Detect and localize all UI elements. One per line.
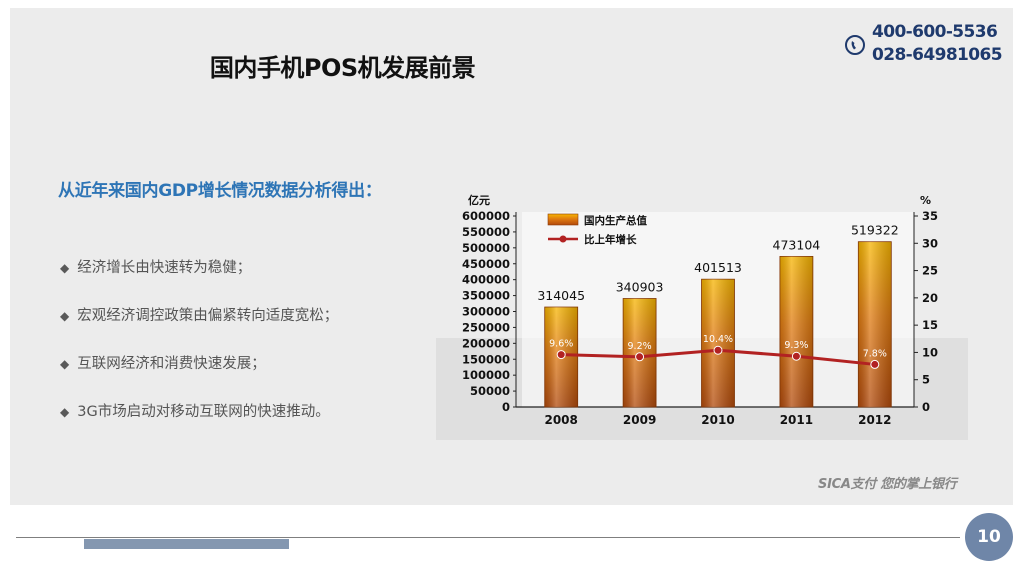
growth-label: 9.2% [628,341,652,352]
gdp-chart: 亿元 600000 550000 500000 450000 400000 350000 30… [436,188,968,440]
contact-phones: 400-600-5536 028-64981065 [844,20,1004,70]
x-tick-label: 2010 [701,413,734,427]
diamond-bullet-icon: ◆ [60,405,70,419]
y-tick-label: 300000 [462,305,510,319]
growth-point [713,345,723,355]
gdp-chart-svg: 亿元60000055000050000045000040000035000030… [436,193,968,440]
y-tick-label: 450000 [462,257,510,271]
y-tick-label: 500000 [462,241,510,255]
bar-value-label: 314045 [537,288,585,303]
y2-tick-label: 15 [922,318,938,332]
bullet-list: ◆ 经济增长由快速转为稳健； ◆ 宏观经济调控政策由偏紧转向适度宽松； ◆ 互联网经济… [60,258,420,450]
y-tick-label: 0 [502,400,510,414]
bar-value-label: 473104 [773,237,821,252]
y2-tick-label: 0 [922,400,930,414]
growth-label: 7.8% [863,348,887,359]
bar-value-label: 401513 [694,260,742,275]
phone-number-1: 400-600-5536 [872,22,998,42]
bar-shine-2012 [858,241,892,407]
y-tick-label: 50000 [470,384,510,398]
growth-point [791,351,801,361]
bullet-item: ◆ 宏观经济调控政策由偏紧转向适度宽松； [60,306,420,354]
bullet-text: 互联网经济和消费快速发展； [77,356,266,372]
y2-axis-label: % [920,194,931,207]
legend-line-label: 比上年增长 [584,233,637,246]
y-tick-label: 100000 [462,368,510,382]
y2-tick-label: 10 [922,345,938,359]
legend-line-marker [559,235,567,243]
growth-point [870,359,880,369]
y2-tick-label: 25 [922,264,938,278]
growth-point [635,352,645,362]
bullet-item: ◆ 3G市场启动对移动互联网的快速推动。 [60,402,420,450]
bullet-item: ◆ 互联网经济和消费快速发展； [60,354,420,402]
y2-tick-label: 30 [922,236,938,250]
growth-label: 10.4% [703,334,733,345]
phone-number-2: 028-64981065 [872,45,1003,65]
bar-shine-2010 [701,279,735,407]
footer-divider [16,537,960,538]
y-tick-label: 600000 [462,209,510,223]
y2-tick-label: 35 [922,209,938,223]
y2-tick-label: 5 [922,373,930,387]
y-tick-label: 400000 [462,273,510,287]
y-tick-label: 250000 [462,320,510,334]
legend-bar-swatch [547,213,579,226]
y-tick-label: 200000 [462,336,510,350]
x-tick-label: 2008 [544,413,577,427]
x-tick-label: 2012 [858,413,891,427]
bullet-text: 3G市场启动对移动互联网的快速推动。 [77,404,330,420]
growth-label: 9.3% [784,340,808,351]
growth-point [556,350,566,360]
bullet-item: ◆ 经济增长由快速转为稳健； [60,258,420,306]
bar-value-label: 340903 [616,279,664,294]
bar-value-label: 519322 [851,223,899,238]
x-tick-label: 2011 [780,413,813,427]
y-tick-label: 350000 [462,289,510,303]
brand-slogan: SICA支付 您的掌上银行 [818,477,957,492]
y-tick-label: 150000 [462,352,510,366]
y-axis-label: 亿元 [468,193,490,207]
legend-bar-label: 国内生产总值 [584,214,647,227]
diamond-bullet-icon: ◆ [60,357,70,371]
diamond-bullet-icon: ◆ [60,309,70,323]
y2-tick-label: 20 [922,291,938,305]
growth-label: 9.6% [549,339,573,350]
x-tick-label: 2009 [623,413,656,427]
page-number-badge: 10 [965,513,1013,561]
bullet-text: 宏观经济调控政策由偏紧转向适度宽松； [77,308,339,324]
footer-accent-bar [84,539,289,549]
bullet-text: 经济增长由快速转为稳健； [77,260,252,276]
phone-icon [845,35,865,55]
diamond-bullet-icon: ◆ [60,261,70,275]
section-subtitle: 从近年来国内GDP增长情况数据分析得出： [58,181,382,201]
page-title: 国内手机POS机发展前景 [209,54,476,82]
y-tick-label: 550000 [462,225,510,239]
bar-shine-2011 [779,256,813,407]
